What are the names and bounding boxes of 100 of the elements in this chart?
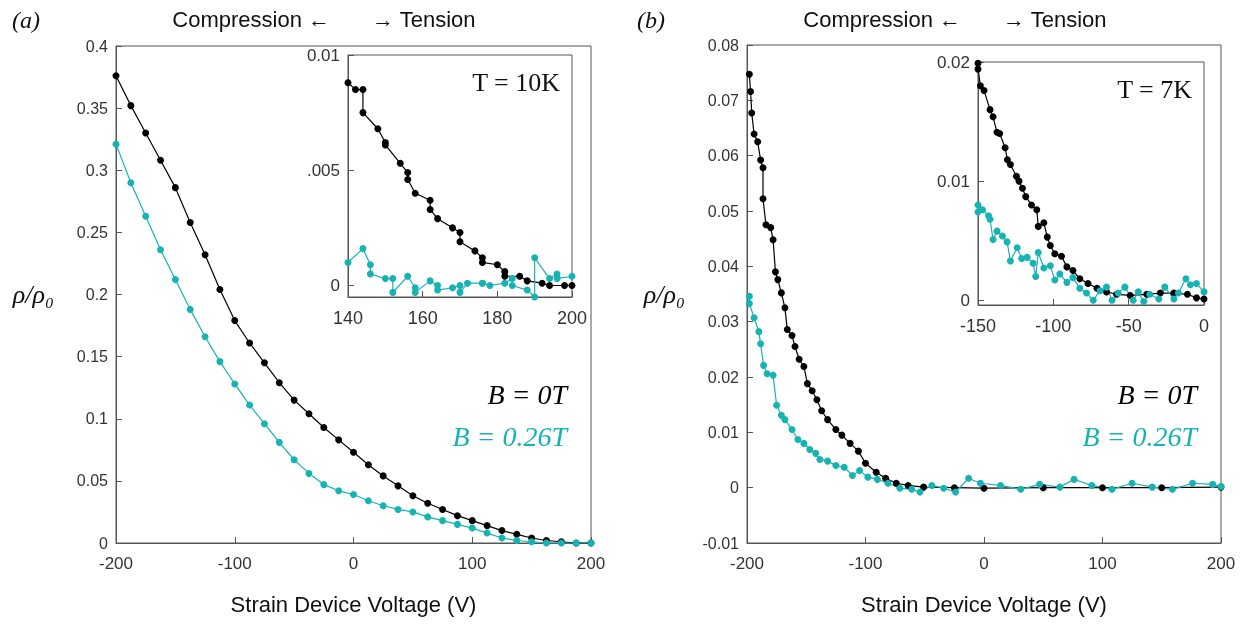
point [1001, 144, 1009, 152]
point [791, 343, 799, 351]
point [1063, 278, 1071, 286]
point [806, 445, 814, 453]
point [979, 206, 987, 214]
point [812, 449, 820, 457]
point [456, 228, 464, 236]
point [840, 463, 848, 471]
point [1006, 257, 1014, 265]
point [568, 272, 576, 280]
point [523, 286, 531, 294]
chart-title: (a) [12, 7, 40, 33]
x-tick-label: -100 [1035, 316, 1072, 336]
point [997, 481, 1005, 489]
point [940, 484, 948, 492]
point [1023, 253, 1031, 261]
point [1040, 219, 1048, 227]
y-tick-label: 0.1 [85, 410, 109, 428]
point [305, 469, 313, 477]
y-tick-label: 0.02 [936, 52, 970, 72]
point [453, 512, 461, 520]
point [424, 499, 432, 507]
point [928, 481, 936, 489]
point [920, 483, 928, 491]
point [1056, 270, 1064, 278]
point [976, 479, 984, 487]
point [523, 277, 531, 285]
point [1158, 484, 1166, 492]
point [389, 288, 397, 296]
x-tick-label: -100 [848, 554, 883, 573]
point [260, 359, 268, 367]
point [396, 159, 404, 167]
point [1148, 483, 1156, 491]
point [1017, 485, 1025, 493]
point [364, 497, 372, 505]
y-tick-label: 0.05 [707, 202, 740, 220]
point [171, 276, 179, 284]
point [350, 491, 357, 499]
point [231, 380, 239, 388]
point [1040, 264, 1048, 272]
x-tick-label: -200 [98, 554, 134, 573]
point [848, 471, 856, 479]
point [424, 513, 432, 521]
point [767, 224, 775, 232]
text: Compression ← [803, 6, 961, 32]
point [260, 420, 268, 428]
x-axis-title: Strain Device Voltage (V) [861, 591, 1107, 617]
y-tick-label: 0 [960, 290, 970, 310]
point [231, 317, 239, 325]
y-tick-label: 0.02 [707, 368, 740, 386]
point [456, 281, 464, 289]
point [468, 524, 476, 532]
point [449, 224, 457, 232]
point [1108, 485, 1116, 493]
point [1029, 259, 1037, 267]
point [745, 299, 753, 307]
y-tick-label: 0 [330, 275, 340, 295]
y-tick-label: 0.01 [707, 423, 740, 441]
point [344, 258, 352, 266]
point [531, 293, 539, 301]
point [157, 156, 165, 164]
point [216, 358, 224, 366]
x-tick-label: -50 [1115, 316, 1142, 336]
point [528, 538, 536, 546]
point [439, 505, 447, 513]
point [426, 196, 434, 204]
point [320, 423, 328, 431]
point [884, 479, 892, 487]
point [439, 517, 447, 525]
y-tick-label: 0.06 [707, 147, 740, 165]
point [832, 462, 840, 470]
point [998, 232, 1006, 240]
point [1155, 295, 1163, 303]
point [795, 355, 803, 363]
point [246, 339, 254, 347]
x-tick-label: -200 [729, 554, 765, 573]
y-tick-label: 0.04 [707, 257, 740, 275]
point [1128, 479, 1136, 487]
point [800, 362, 808, 370]
y-tick-label: 0.03 [707, 313, 740, 331]
text: → Tension [372, 6, 476, 32]
x-tick-label: 0 [1198, 316, 1210, 336]
point [862, 459, 869, 467]
point [989, 113, 997, 121]
point [1082, 289, 1090, 297]
point [1032, 272, 1040, 280]
y-tick-label: .005 [306, 160, 340, 180]
point [275, 379, 283, 387]
point [344, 79, 352, 87]
point [1089, 296, 1097, 304]
x-tick-label: 180 [482, 308, 513, 328]
point [1003, 238, 1011, 246]
point [873, 475, 881, 483]
point [508, 275, 516, 283]
point [1076, 284, 1084, 292]
point [553, 275, 561, 283]
point [748, 109, 756, 117]
point [813, 396, 821, 404]
point [781, 416, 789, 424]
point [305, 410, 313, 418]
